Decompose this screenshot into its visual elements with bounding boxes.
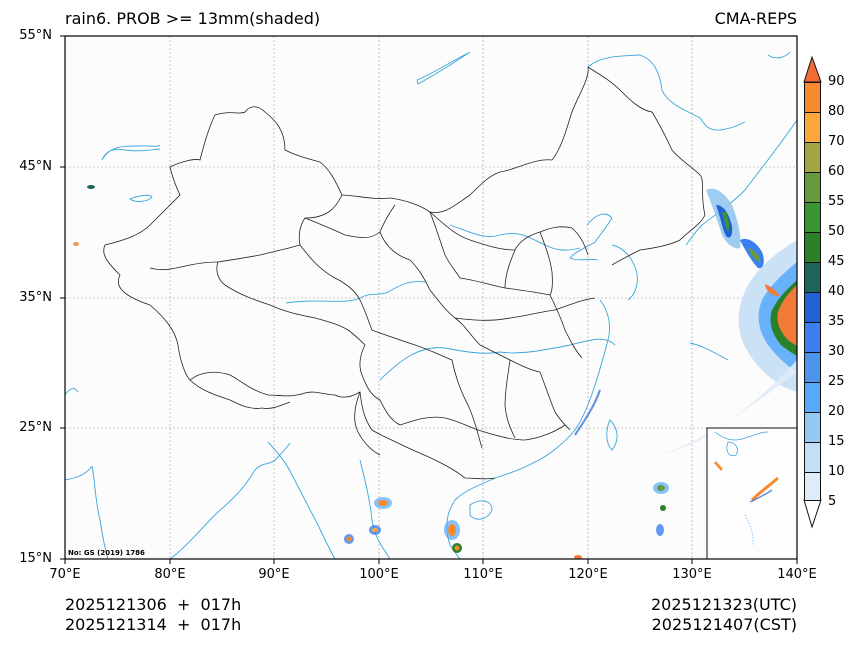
y-tick-45n: 45°N <box>19 159 52 174</box>
colorbar-bin-40-45 <box>804 262 821 293</box>
colorbar-extend-max <box>803 55 822 83</box>
colorbar-bin-45-50 <box>804 232 821 263</box>
colorbar-bin-35-40 <box>804 292 821 323</box>
colorbar-label: 5 <box>828 494 837 509</box>
colorbar-label: 40 <box>828 284 845 299</box>
colorbar-bin-25-30 <box>804 352 821 383</box>
colorbar-bin-5-10 <box>804 472 821 501</box>
y-tick-55n: 55°N <box>19 28 52 43</box>
colorbar-label: 60 <box>828 164 845 179</box>
colorbar-bin-50-55 <box>804 202 821 233</box>
y-tick-25n: 25°N <box>19 420 52 435</box>
x-tick-70e: 70°E <box>49 567 81 582</box>
colorbar-bin-70-80 <box>804 112 821 143</box>
valid-time-utc: 2025121323(UTC) <box>651 595 797 614</box>
south-china-sea-inset <box>706 427 798 560</box>
colorbar-bin-55-60 <box>804 172 821 203</box>
colorbar-label: 50 <box>828 224 845 239</box>
colorbar-bin-60-70 <box>804 142 821 173</box>
colorbar-bin-20-25 <box>804 382 821 413</box>
map-approval-number: No: GS (2019) 1786 <box>68 549 145 557</box>
colorbar-label: 80 <box>828 104 845 119</box>
plot-title: rain6. PROB >= 13mm(shaded) <box>65 9 321 28</box>
x-tick-80e: 80°E <box>154 567 186 582</box>
gridlines <box>65 36 797 559</box>
init-time-cst: 2025121314 + 017h <box>65 615 242 634</box>
init-time-utc: 2025121306 + 017h <box>65 595 242 614</box>
colorbar-label: 30 <box>828 344 845 359</box>
model-name: CMA-REPS <box>714 9 797 28</box>
colorbar-bin-30-35 <box>804 322 821 353</box>
colorbar-label: 20 <box>828 404 845 419</box>
x-tick-130e: 130°E <box>672 567 712 582</box>
x-tick-90e: 90°E <box>258 567 290 582</box>
probability-shading <box>73 185 797 559</box>
colorbar-label: 15 <box>828 434 845 449</box>
colorbar-label: 25 <box>828 374 845 389</box>
colorbar-label: 35 <box>828 314 845 329</box>
x-tick-140e: 140°E <box>777 567 817 582</box>
colorbar-label: 90 <box>828 74 845 89</box>
y-tick-15n: 15°N <box>19 551 52 566</box>
admin-borders <box>103 66 706 480</box>
colorbar-label: 45 <box>828 254 845 269</box>
colorbar-label: 55 <box>828 194 845 209</box>
colorbar-bin-80-90 <box>804 82 821 113</box>
x-tick-100e: 100°E <box>359 567 399 582</box>
valid-time-cst: 2025121407(CST) <box>651 615 797 634</box>
colorbar-bin-15-20 <box>804 412 821 443</box>
y-tick-35n: 35°N <box>19 290 52 305</box>
x-tick-110e: 110°E <box>463 567 503 582</box>
tick-marks <box>60 35 798 564</box>
colorbar-label: 70 <box>828 134 845 149</box>
coastlines <box>64 51 798 560</box>
x-tick-120e: 120°E <box>568 567 608 582</box>
map-background <box>65 36 797 559</box>
colorbar-bin-10-15 <box>804 442 821 473</box>
colorbar-label: 10 <box>828 464 845 479</box>
colorbar-extend-min <box>803 499 822 529</box>
